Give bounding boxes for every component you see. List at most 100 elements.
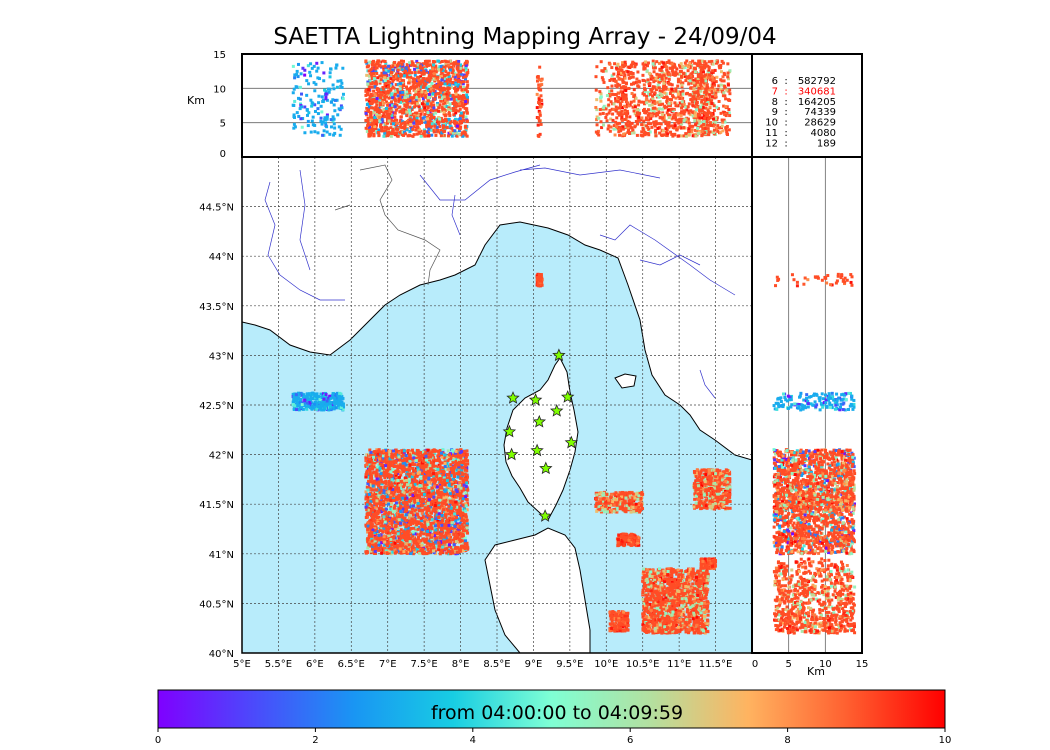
lightning-source-point [651,602,655,606]
lightning-source-point [669,583,673,587]
lightning-source-point [406,526,410,530]
lightning-source-point [404,499,408,503]
lightning-source-point [364,490,368,494]
lightning-source-point [443,465,447,469]
lightning-source-point [431,542,435,546]
lightning-source-point [372,455,376,459]
lightning-source-point [673,618,677,622]
lightning-source-point [400,470,404,474]
lightning-source-point [420,500,424,504]
lightning-source-point [387,502,391,506]
lightning-source-point [390,453,394,457]
lightning-source-point [416,527,420,531]
lightning-source-point [429,521,433,525]
lightning-source-point [459,532,463,536]
lightning-source-point [685,610,689,614]
lightning-source-point [450,521,454,525]
lightning-source-point [653,584,657,588]
lightning-source-point [432,545,436,549]
lightning-source-point [419,549,423,553]
lightning-source-point [404,532,408,536]
lightning-source-point [438,474,442,478]
lightning-source-point [681,605,685,609]
lightning-source-point [397,455,401,459]
lightning-source-point [650,575,654,579]
lightning-source-point [652,623,656,627]
lightning-source-point [390,523,394,527]
lightning-source-point [432,472,436,476]
lightning-source-point [385,528,389,532]
lightning-source-point [697,495,701,499]
lightning-source-point [439,480,443,484]
lightning-source-point [378,457,382,461]
lightning-source-point [655,593,659,597]
lightning-source-point [647,610,651,614]
lightning-source-point [412,548,416,552]
lightning-source-point [437,449,441,453]
lightning-source-point [365,513,369,517]
lightning-source-point [689,603,693,607]
lightning-source-point [412,509,416,513]
lightning-source-point [464,502,468,506]
lightning-source-point [424,451,428,455]
lightning-source-point [409,472,413,476]
lightning-source-point [366,527,370,531]
lightning-source-point [422,477,426,481]
lightning-source-point [656,585,660,589]
lightning-source-point [409,483,413,487]
lightning-source-point [664,599,668,603]
lightning-source-point [423,480,427,484]
lightning-source-point [659,611,663,615]
lightning-source-point [651,616,655,620]
lightning-source-point [461,529,465,533]
lightning-source-point [667,578,671,582]
lightning-source-point [389,552,393,556]
lightning-source-point [677,629,681,633]
lightning-source-point [654,614,658,618]
lightning-source-point [396,495,400,499]
lightning-source-point [381,530,385,534]
lightning-source-point [705,629,709,633]
lightning-source-point [448,521,452,525]
lightning-source-point [648,574,652,578]
lightning-source-point [392,449,396,453]
lightning-source-point [367,526,371,530]
lightning-source-point [679,620,683,624]
lightning-source-point [384,448,388,452]
lightning-source-point [663,572,667,576]
lightning-source-point [432,491,436,495]
lightning-source-point [429,543,433,547]
lightning-source-point [437,548,441,552]
lightning-source-point [436,489,440,493]
lightning-source-point [649,581,653,585]
lightning-source-point [682,617,686,621]
lightning-source-point [661,587,665,591]
lightning-source-point [381,546,385,550]
lightning-source-point [382,491,386,495]
lightning-source-point [462,453,466,457]
lightning-source-point [446,449,450,453]
lightning-source-point [396,467,400,471]
lightning-source-point [423,473,427,477]
lightning-source-point [708,501,712,505]
lightning-source-point [371,471,375,475]
lightning-source-point [448,532,452,536]
lightning-source-point [411,461,415,465]
lightning-source-point [695,579,699,583]
lightning-source-point [655,598,659,602]
lightning-source-point [404,454,408,458]
lightning-source-point [697,585,701,589]
lightning-source-point [463,546,467,550]
lightning-source-point [369,483,373,487]
lightning-source-point [405,500,409,504]
lightning-source-point [389,496,393,500]
lightning-source-point [723,494,727,498]
lightning-source-point [409,537,413,541]
lightning-source-point [399,509,403,513]
lightning-source-point [382,488,386,492]
lightning-source-point [383,520,387,524]
lightning-source-point [655,606,659,610]
lightning-source-point [650,592,654,596]
lightning-source-point [445,507,449,511]
lightning-source-point [691,590,695,594]
